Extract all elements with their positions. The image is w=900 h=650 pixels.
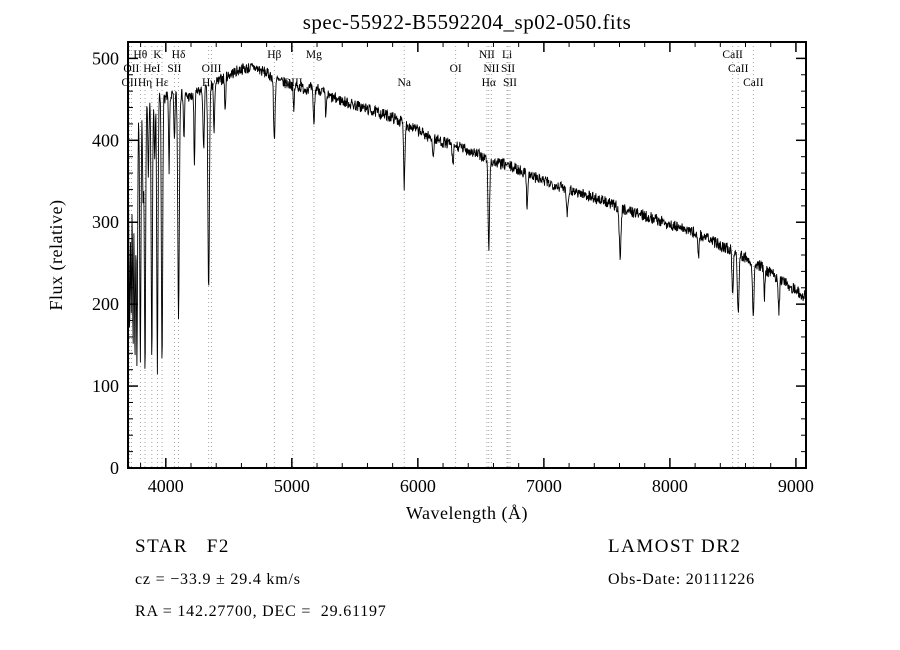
x-tick-label: 9000 bbox=[778, 476, 814, 496]
marker-label: Na bbox=[398, 77, 411, 89]
survey-label: LAMOST DR2 bbox=[608, 536, 742, 557]
marker-label: Hβ bbox=[267, 49, 281, 61]
x-tick-label: 7000 bbox=[526, 476, 562, 496]
marker-label: OI bbox=[450, 63, 462, 75]
spectrum-trace bbox=[127, 62, 807, 375]
marker-label: NII bbox=[479, 49, 495, 61]
obs-date-value: Obs-Date: 20111226 bbox=[608, 571, 755, 588]
cz-value: cz = −33.9 ± 29.4 km/s bbox=[135, 571, 301, 588]
marker-label: OIII bbox=[283, 77, 303, 89]
chart-title: spec-55922-B5592204_sp02-050.fits bbox=[303, 10, 632, 34]
marker-label: Li bbox=[502, 49, 512, 61]
marker-label: CaII bbox=[722, 49, 743, 61]
marker-label: OII bbox=[123, 63, 139, 75]
y-axis-label: Flux (relative) bbox=[46, 200, 67, 311]
spectral-marker-lines bbox=[129, 42, 754, 468]
x-tick-label: 4000 bbox=[148, 476, 184, 496]
marker-label: OII bbox=[122, 77, 138, 89]
x-tick-label: 6000 bbox=[400, 476, 436, 496]
y-tick-label: 400 bbox=[92, 130, 119, 150]
y-tick-label: 300 bbox=[92, 212, 119, 232]
marker-label: OIII bbox=[202, 63, 222, 75]
marker-label: SII bbox=[501, 63, 515, 75]
y-tick-label: 100 bbox=[92, 376, 119, 396]
marker-label: Hθ bbox=[133, 49, 147, 61]
object-class-label: STAR F2 bbox=[135, 536, 230, 557]
x-axis-label: Wavelength (Å) bbox=[406, 503, 528, 524]
marker-label: HeI bbox=[143, 63, 160, 75]
marker-label: Hδ bbox=[172, 49, 186, 61]
ra-dec-value: RA = 142.27700, DEC = 29.61197 bbox=[135, 603, 387, 620]
x-tick-label: 8000 bbox=[652, 476, 688, 496]
marker-label: Hα bbox=[482, 77, 496, 89]
x-tick-label: 5000 bbox=[274, 476, 310, 496]
marker-label: SII bbox=[167, 63, 181, 75]
marker-label: SII bbox=[503, 77, 517, 89]
marker-label: CaII bbox=[728, 63, 749, 75]
marker-label: CaII bbox=[743, 77, 764, 89]
marker-label: Hη bbox=[138, 77, 152, 89]
y-tick-label: 200 bbox=[92, 294, 119, 314]
marker-label: Hε bbox=[155, 77, 168, 89]
y-tick-label: 0 bbox=[110, 458, 119, 478]
marker-label: Mg bbox=[306, 49, 322, 61]
axes-ticks: 4000 5000 6000 7000 8000 9000 0 100 200 300 400 500 bbox=[92, 42, 814, 496]
marker-label: K bbox=[153, 49, 162, 61]
marker-label: Hγ bbox=[202, 77, 215, 89]
marker-label: NII bbox=[483, 63, 499, 75]
y-tick-label: 500 bbox=[92, 48, 119, 68]
spectrum bbox=[127, 62, 807, 375]
plot-frame bbox=[127, 41, 807, 469]
